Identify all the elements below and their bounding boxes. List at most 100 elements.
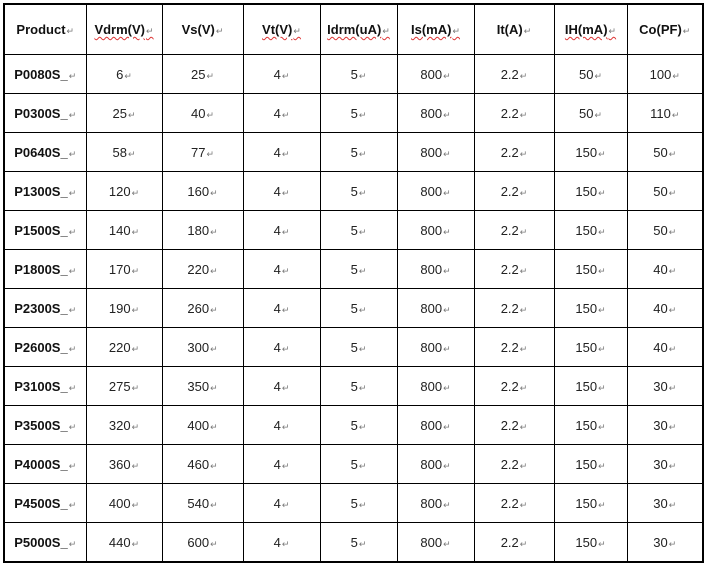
cell-text: 150 — [575, 184, 605, 199]
value-cell: 4 — [242, 171, 321, 211]
cell-text: 6 — [116, 67, 132, 82]
cell-text: 40 — [653, 340, 676, 355]
table-row: P2600S_ 220 300 4 5 800 2.2 150 40 — [3, 327, 704, 367]
value-cell: 5 — [319, 54, 398, 94]
cell-text: P0640S_ — [14, 145, 76, 160]
cell-text: 2.2 — [501, 262, 528, 277]
cell-text: 5 — [351, 496, 367, 511]
value-cell: 5 — [319, 132, 398, 172]
value-cell: 50 — [626, 171, 704, 211]
cell-text: 4 — [274, 457, 290, 472]
cell-text: 800 — [420, 457, 450, 472]
cell-text: 800 — [420, 301, 450, 316]
header-label: IH(mA) — [565, 22, 616, 37]
cell-text: 220 — [109, 340, 139, 355]
cell-text: 40 — [191, 106, 214, 121]
value-cell: 320 — [85, 405, 163, 445]
cell-text: 800 — [420, 418, 450, 433]
cell-text: 100 — [650, 67, 680, 82]
value-cell: 2.2 — [473, 249, 555, 289]
cell-text: 4 — [274, 106, 290, 121]
cell-text: 4 — [274, 223, 290, 238]
header-label: Vs(V) — [182, 22, 224, 37]
cell-text: 58 — [112, 145, 135, 160]
value-cell: 6 — [85, 54, 163, 94]
cell-text: 150 — [575, 496, 605, 511]
value-cell: 170 — [85, 249, 163, 289]
table-row: P3500S_ 320 400 4 5 800 2.2 150 30 — [3, 405, 704, 445]
product-spec-table: Product Vdrm(V) Vs(V) Vt(V) Idrm(uA) Is(mA) It… — [3, 3, 704, 563]
cell-text: 360 — [109, 457, 139, 472]
value-cell: 150 — [553, 249, 628, 289]
header-label: Co(PF) — [639, 22, 690, 37]
value-cell: 120 — [85, 171, 163, 211]
cell-text: 160 — [187, 184, 217, 199]
cell-text: 5 — [351, 301, 367, 316]
value-cell: 150 — [553, 171, 628, 211]
value-cell: 150 — [553, 483, 628, 523]
table-row: P0640S_ 58 77 4 5 800 2.2 150 50 — [3, 132, 704, 172]
cell-text: 5 — [351, 184, 367, 199]
value-cell: 2.2 — [473, 522, 555, 563]
value-cell: 2.2 — [473, 93, 555, 133]
cell-text: 150 — [575, 379, 605, 394]
cell-text: 30 — [653, 535, 676, 550]
cell-text: 2.2 — [501, 340, 528, 355]
value-cell: 4 — [242, 210, 321, 250]
column-header: Is(mA) — [396, 3, 475, 55]
value-cell: 190 — [85, 288, 163, 328]
cell-text: P2300S_ — [14, 301, 76, 316]
header-label: Is(mA) — [411, 22, 460, 37]
cell-text: 30 — [653, 457, 676, 472]
value-cell: 2.2 — [473, 171, 555, 211]
column-header: Co(PF) — [626, 3, 704, 55]
value-cell: 300 — [161, 327, 244, 367]
cell-text: 4 — [274, 184, 290, 199]
cell-text: 440 — [109, 535, 139, 550]
cell-text: P0080S_ — [14, 67, 76, 82]
cell-text: 110 — [650, 106, 679, 121]
value-cell: 800 — [396, 54, 475, 94]
header-label: Idrm(uA) — [327, 22, 390, 37]
header-row: Product Vdrm(V) Vs(V) Vt(V) Idrm(uA) Is(mA) It… — [3, 3, 704, 55]
table-row: P3100S_ 275 350 4 5 800 2.2 150 30 — [3, 366, 704, 406]
cell-text: P3500S_ — [14, 418, 76, 433]
value-cell: 800 — [396, 405, 475, 445]
cell-text: 800 — [420, 67, 450, 82]
value-cell: 260 — [161, 288, 244, 328]
header-label: Product — [16, 22, 74, 37]
value-cell: 5 — [319, 210, 398, 250]
column-header: IH(mA) — [553, 3, 628, 55]
value-cell: 800 — [396, 93, 475, 133]
cell-text: 50 — [653, 223, 676, 238]
value-cell: 2.2 — [473, 405, 555, 445]
cell-text: 150 — [575, 301, 605, 316]
cell-text: 2.2 — [501, 145, 528, 160]
value-cell: 4 — [242, 522, 321, 563]
value-cell: 100 — [626, 54, 704, 94]
value-cell: 5 — [319, 366, 398, 406]
value-cell: 150 — [553, 132, 628, 172]
cell-text: 5 — [351, 418, 367, 433]
cell-text: 460 — [187, 457, 217, 472]
cell-text: 540 — [187, 496, 217, 511]
value-cell: 30 — [626, 405, 704, 445]
cell-text: 2.2 — [501, 379, 528, 394]
cell-text: P1800S_ — [14, 262, 76, 277]
value-cell: 150 — [553, 210, 628, 250]
value-cell: 160 — [161, 171, 244, 211]
value-cell: 800 — [396, 522, 475, 563]
cell-text: P3100S_ — [14, 379, 76, 394]
cell-text: 4 — [274, 145, 290, 160]
value-cell: 220 — [85, 327, 163, 367]
cell-text: 4 — [274, 262, 290, 277]
cell-text: 30 — [653, 379, 676, 394]
table-row: P4000S_ 360 460 4 5 800 2.2 150 30 — [3, 444, 704, 484]
cell-text: 800 — [420, 106, 450, 121]
cell-text: 275 — [109, 379, 139, 394]
table-row: P1800S_ 170 220 4 5 800 2.2 150 40 — [3, 249, 704, 289]
value-cell: 150 — [553, 366, 628, 406]
value-cell: 50 — [626, 132, 704, 172]
value-cell: 25 — [161, 54, 244, 94]
cell-text: 2.2 — [501, 457, 528, 472]
